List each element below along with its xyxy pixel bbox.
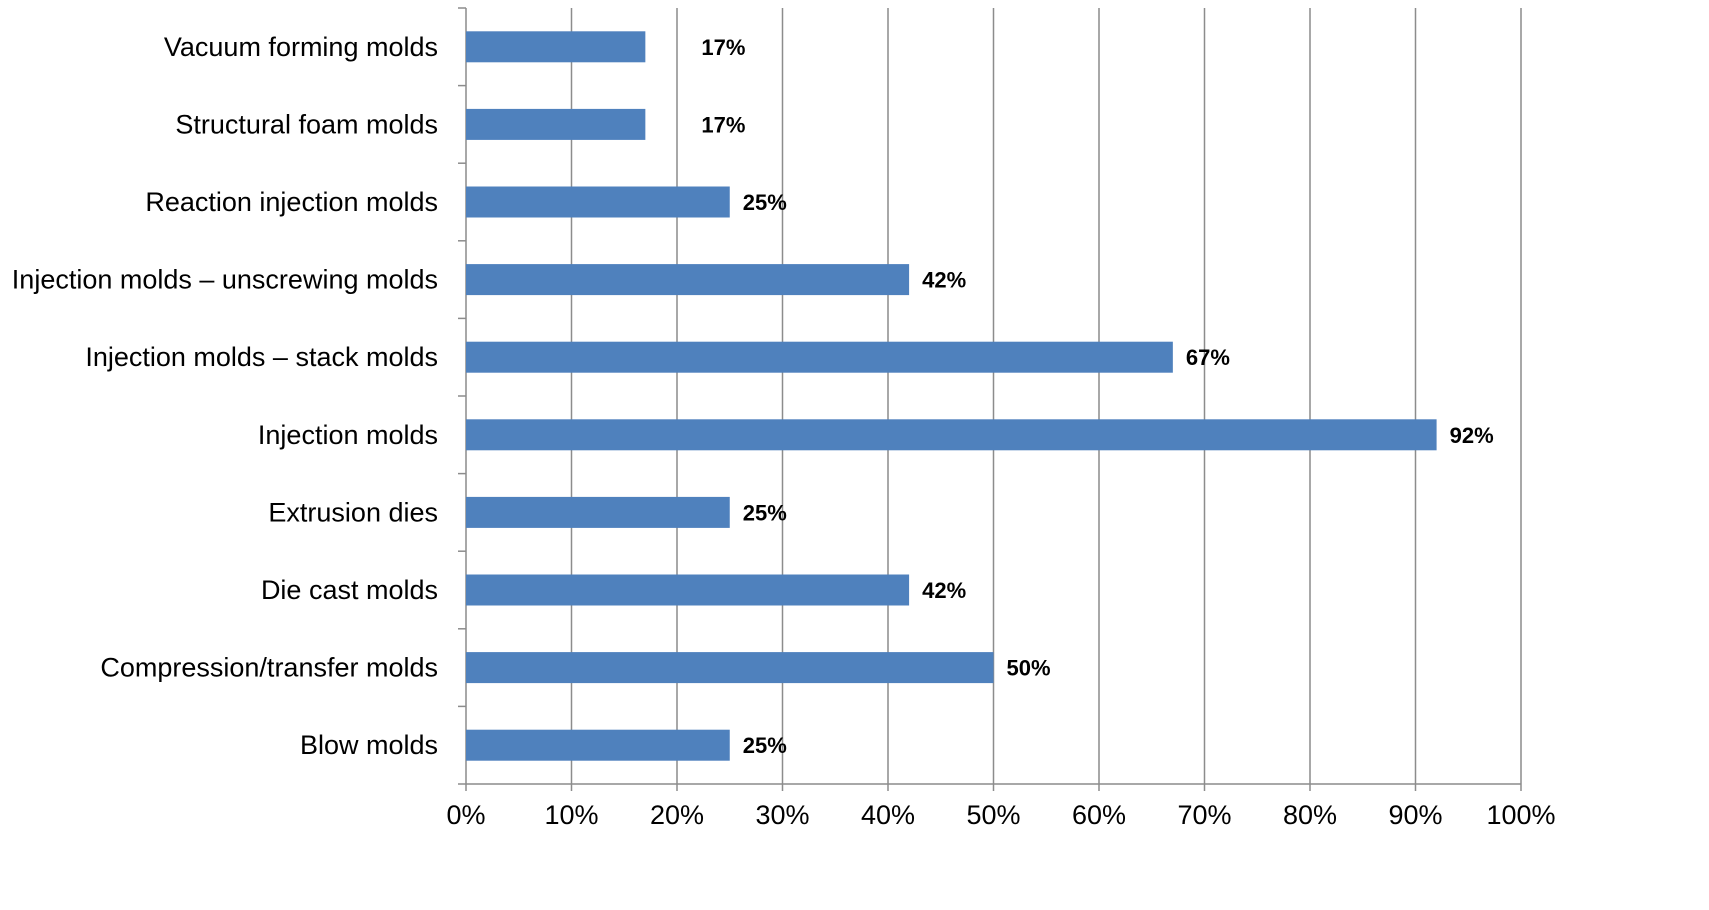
data-label: 17% xyxy=(701,112,745,137)
gridlines xyxy=(570,8,1522,784)
data-label: 17% xyxy=(701,35,745,60)
bar xyxy=(466,496,730,528)
bars xyxy=(466,31,1437,761)
bar xyxy=(466,341,1173,373)
data-label: 67% xyxy=(1186,345,1230,370)
category-label: Vacuum forming molds xyxy=(164,32,438,62)
category-label: Compression/transfer molds xyxy=(100,653,438,683)
x-tick-label: 30% xyxy=(755,800,809,830)
data-label: 25% xyxy=(743,500,787,525)
bar xyxy=(466,108,646,140)
x-tick-label: 70% xyxy=(1177,800,1231,830)
bar xyxy=(466,186,730,218)
category-label: Structural foam molds xyxy=(175,109,438,139)
x-tick-label: 80% xyxy=(1283,800,1337,830)
x-tick-label: 50% xyxy=(966,800,1020,830)
bar xyxy=(466,264,910,296)
data-label: 25% xyxy=(743,190,787,215)
data-label: 92% xyxy=(1450,423,1494,448)
x-tick-label: 40% xyxy=(861,800,915,830)
data-label: 42% xyxy=(922,268,966,293)
category-label: Injection molds xyxy=(258,420,438,450)
x-tick-label: 60% xyxy=(1072,800,1126,830)
x-tick-label: 20% xyxy=(650,800,704,830)
bar xyxy=(466,652,994,684)
category-label: Injection molds – stack molds xyxy=(85,342,438,372)
x-tick-label: 100% xyxy=(1486,800,1555,830)
bar xyxy=(466,729,730,761)
data-label: 42% xyxy=(922,578,966,603)
data-label: 25% xyxy=(743,733,787,758)
category-label: Injection molds – unscrewing molds xyxy=(12,265,438,295)
labels: 0% 10% 20% 30% 40% 50% 60% 70% 80% 90% 100% Vacuum … xyxy=(12,32,1556,830)
bar xyxy=(466,574,910,606)
x-tick-label: 10% xyxy=(544,800,598,830)
category-label: Blow molds xyxy=(300,730,438,760)
bar xyxy=(466,31,646,63)
x-tick-label: 90% xyxy=(1388,800,1442,830)
data-label: 50% xyxy=(1007,656,1051,681)
category-label: Extrusion dies xyxy=(268,497,438,527)
category-label: Reaction injection molds xyxy=(145,187,438,217)
category-label: Die cast molds xyxy=(261,575,438,605)
x-tick-label: 0% xyxy=(446,800,485,830)
bar xyxy=(466,419,1437,451)
